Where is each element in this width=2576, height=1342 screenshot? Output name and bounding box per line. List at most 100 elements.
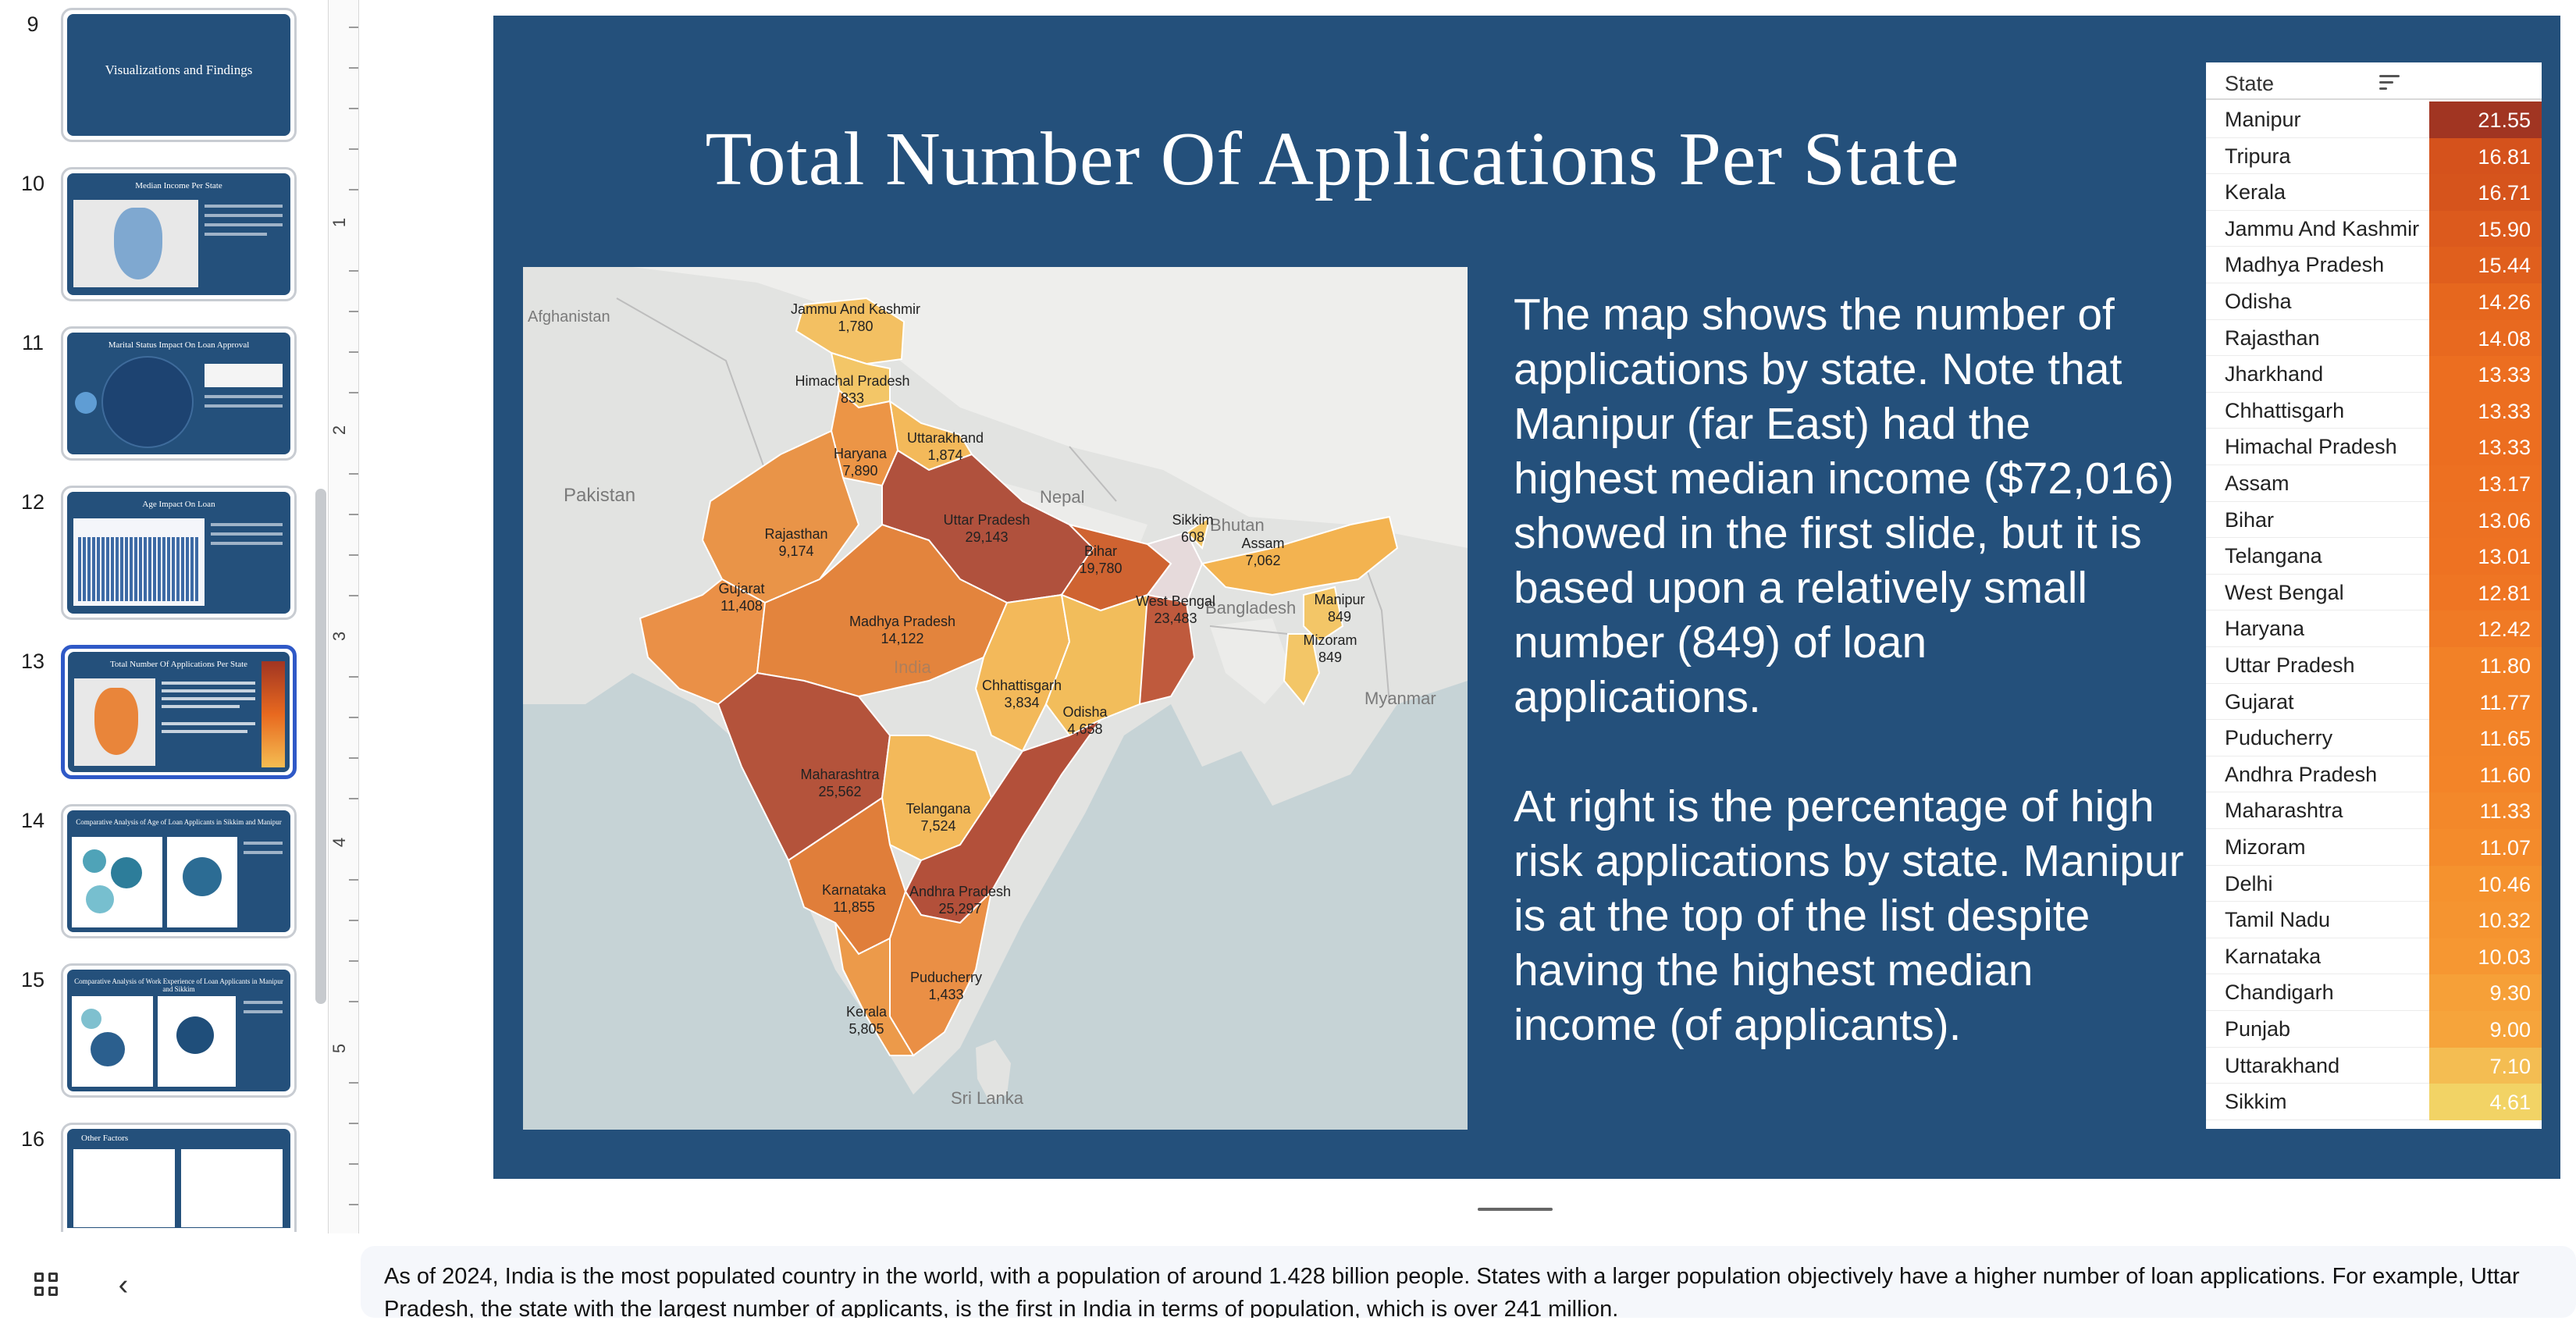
risk-percent-cell: 11.65 — [2429, 720, 2542, 756]
thumbnail-slide-16[interactable]: 16 Other Factors — [0, 1123, 312, 1263]
thumbnail-title: Total Number Of Applications Per State — [109, 660, 248, 669]
state-name-cell: Chandigarh — [2225, 981, 2334, 1005]
table-row[interactable]: Puducherry 11.65 — [2206, 720, 2542, 756]
state-value-label: 25,297 — [938, 901, 981, 917]
thumbnail-frame[interactable]: Marital Status Impact On Loan Approval — [61, 326, 297, 461]
country-label: Bangladesh — [1205, 598, 1296, 618]
table-row[interactable]: Madhya Pradesh 15.44 — [2206, 247, 2542, 283]
table-row[interactable]: Andhra Pradesh 11.60 — [2206, 756, 2542, 793]
state-name-cell: Uttarakhand — [2225, 1053, 2340, 1077]
table-row[interactable]: Karnataka 10.03 — [2206, 938, 2542, 975]
slide-title[interactable]: Total Number Of Applications Per State — [705, 117, 1960, 201]
chevron-left-icon[interactable]: ‹ — [118, 1269, 129, 1301]
thumbnail-frame[interactable]: Comparative Analysis of Work Experience … — [61, 963, 297, 1098]
country-label: Bhutan — [1210, 515, 1265, 535]
table-row[interactable]: Uttar Pradesh 11.80 — [2206, 647, 2542, 684]
thumbnail-frame[interactable]: Median Income Per State — [61, 167, 297, 301]
thumbnail-frame[interactable]: Age Impact On Loan — [61, 486, 297, 620]
description-text[interactable]: The map shows the number of applications… — [1514, 287, 2185, 1107]
sort-icon[interactable] — [2379, 75, 2400, 92]
table-row[interactable]: Maharashtra 11.33 — [2206, 792, 2542, 829]
state-name-label: Manipur — [1314, 592, 1364, 607]
table-row[interactable]: Mizoram 11.07 — [2206, 829, 2542, 866]
thumbnail-slide-10[interactable]: 10 Median Income Per State — [0, 167, 312, 308]
table-row[interactable]: Tripura 16.81 — [2206, 137, 2542, 175]
country-label: Afghanistan — [528, 308, 610, 326]
table-row[interactable]: Telangana 13.01 — [2206, 538, 2542, 575]
notes-resize-handle[interactable] — [1478, 1208, 1553, 1211]
thumbnail-slide-12[interactable]: 12 Age Impact On Loan — [0, 486, 312, 626]
thumbnail-slide-15[interactable]: 15 Comparative Analysis of Work Experien… — [0, 963, 312, 1104]
map-svg: Afghanistan Pakistan Nepal Bhutan Bangla… — [523, 267, 1468, 1130]
state-name-cell: Andhra Pradesh — [2225, 762, 2378, 786]
table-row[interactable]: Himachal Pradesh 13.33 — [2206, 429, 2542, 465]
state-name-cell: Gujarat — [2225, 689, 2294, 714]
thumbnail-frame[interactable]: Comparative Analysis of Age of Loan Appl… — [61, 804, 297, 938]
state-name-label: Maharashtra — [800, 767, 880, 782]
table-row[interactable]: Manipur 21.55 — [2206, 101, 2542, 138]
grid-view-icon[interactable] — [34, 1273, 59, 1298]
state-name-cell: Tamil Nadu — [2225, 908, 2331, 932]
rail-toolbar: ‹ — [0, 1249, 328, 1335]
table-row[interactable]: Rajasthan 14.08 — [2206, 319, 2542, 357]
thumbnail-scrollbar[interactable] — [315, 489, 326, 1004]
thumbnail-slide-9[interactable]: 9 Visualizations and Findings — [0, 8, 312, 148]
thumbnail-frame[interactable]: Other Factors — [61, 1123, 297, 1232]
table-row[interactable]: Chhattisgarh 13.33 — [2206, 392, 2542, 429]
high-risk-table[interactable]: State Manipur 21.55 Tripura 16.81 Kerala 16.7… — [2206, 62, 2542, 1129]
slide-number: 11 — [21, 331, 44, 354]
state-name-cell: Jammu And Kashmir — [2225, 216, 2420, 240]
table-row[interactable]: Chandigarh 9.30 — [2206, 974, 2542, 1011]
table-row[interactable]: Gujarat 11.77 — [2206, 683, 2542, 721]
risk-percent-cell: 13.33 — [2429, 392, 2542, 429]
table-row[interactable]: Haryana 12.42 — [2206, 610, 2542, 647]
slide-number: 9 — [27, 12, 39, 36]
ruler-number: 5 — [329, 1043, 350, 1054]
country-label: Pakistan — [564, 485, 635, 506]
risk-percent-cell: 16.71 — [2429, 174, 2542, 211]
table-row[interactable]: Assam 13.17 — [2206, 465, 2542, 502]
table-row[interactable]: Jammu And Kashmir 15.90 — [2206, 210, 2542, 247]
table-row[interactable]: West Bengal 12.81 — [2206, 574, 2542, 611]
table-row[interactable]: Uttarakhand 7.10 — [2206, 1047, 2542, 1084]
slide-canvas[interactable]: Total Number Of Applications Per State — [493, 16, 2560, 1179]
thumbnail-slide-11[interactable]: 11 Marital Status Impact On Loan Approva… — [0, 326, 312, 467]
state-name-label: Telangana — [906, 801, 971, 817]
state-value-label: 7,524 — [920, 818, 955, 834]
risk-percent-cell: 13.17 — [2429, 465, 2542, 502]
table-row[interactable]: Tamil Nadu 10.32 — [2206, 902, 2542, 938]
state-name-label: Kerala — [846, 1004, 888, 1020]
table-row[interactable]: Sikkim 4.61 — [2206, 1084, 2542, 1120]
state-value-label: 19,780 — [1079, 561, 1122, 576]
thumbnail-frame[interactable]: Visualizations and Findings — [61, 8, 297, 142]
table-row[interactable]: Bihar 13.06 — [2206, 501, 2542, 539]
table-row[interactable]: Punjab 9.00 — [2206, 1011, 2542, 1048]
state-name-cell: Karnataka — [2225, 944, 2322, 968]
thumbnail-slide-13[interactable]: 13 Total Number Of Applications Per Stat… — [0, 645, 312, 785]
table-row[interactable]: Jharkhand 13.33 — [2206, 356, 2542, 393]
table-row[interactable]: Kerala 16.71 — [2206, 174, 2542, 211]
state-value-label: 7,890 — [842, 463, 877, 479]
india-choropleth-map[interactable]: Afghanistan Pakistan Nepal Bhutan Bangla… — [523, 267, 1468, 1130]
state-name-cell: Madhya Pradesh — [2225, 253, 2385, 277]
state-name-cell: Assam — [2225, 472, 2290, 495]
risk-percent-cell: 11.60 — [2429, 756, 2542, 793]
risk-percent-cell: 13.33 — [2429, 356, 2542, 393]
risk-percent-cell: 15.44 — [2429, 247, 2542, 283]
risk-percent-cell: 11.80 — [2429, 647, 2542, 684]
state-name-cell: Chhattisgarh — [2225, 398, 2345, 422]
risk-percent-cell: 12.42 — [2429, 610, 2542, 647]
state-value-label: 849 — [1318, 650, 1342, 665]
state-value-label: 608 — [1181, 529, 1204, 545]
thumbnail-frame-selected[interactable]: Total Number Of Applications Per State — [61, 645, 297, 779]
state-value-label: 14,122 — [881, 631, 923, 646]
table-row[interactable]: Odisha 14.26 — [2206, 283, 2542, 320]
state-name-cell: West Bengal — [2225, 580, 2344, 604]
state-value-label: 25,562 — [818, 784, 861, 799]
state-name-cell: Telangana — [2225, 544, 2322, 568]
table-row[interactable]: Delhi 10.46 — [2206, 865, 2542, 902]
state-name-cell: Puducherry — [2225, 726, 2333, 750]
speaker-notes[interactable]: As of 2024, India is the most populated … — [361, 1246, 2576, 1318]
thumbnail-slide-14[interactable]: 14 Comparative Analysis of Age of Loan A… — [0, 804, 312, 945]
state-name-label: West Bengal — [1136, 593, 1215, 609]
